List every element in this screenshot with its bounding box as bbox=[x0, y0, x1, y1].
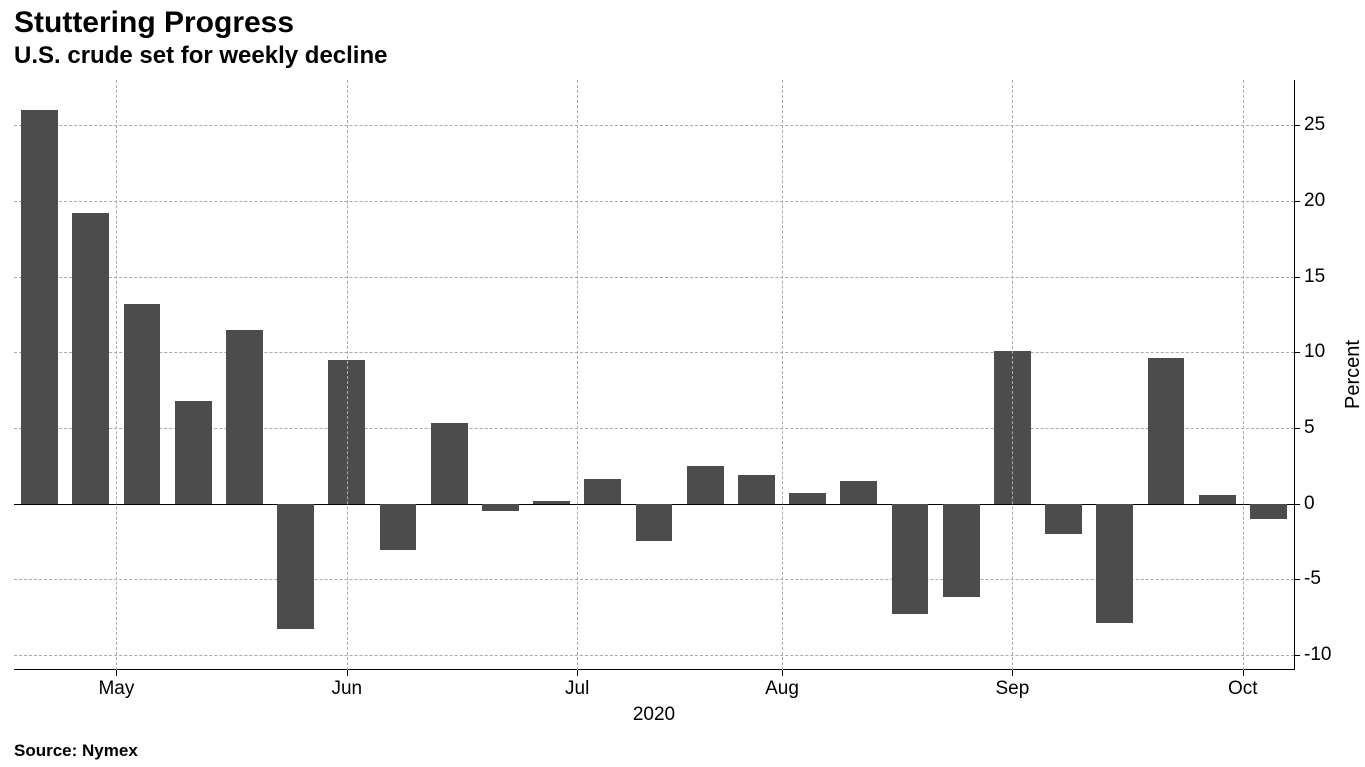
gridline-vertical bbox=[1243, 80, 1244, 670]
bar bbox=[738, 475, 775, 504]
bar bbox=[124, 304, 161, 504]
x-tick-mark bbox=[782, 670, 783, 676]
gridline-horizontal bbox=[14, 655, 1294, 656]
x-tick-label: Jul bbox=[565, 678, 589, 700]
x-tick-label: Aug bbox=[765, 678, 799, 700]
x-tick-label: Oct bbox=[1228, 678, 1258, 700]
bar bbox=[482, 504, 519, 512]
source-label: Source: Nymex bbox=[14, 741, 138, 761]
chart-subtitle: U.S. crude set for weekly decline bbox=[14, 42, 387, 70]
gridline-vertical bbox=[782, 80, 783, 670]
gridline-vertical bbox=[347, 80, 348, 670]
bar bbox=[1045, 504, 1082, 534]
x-tick-label: May bbox=[98, 678, 134, 700]
x-tick-label: Sep bbox=[995, 678, 1029, 700]
plot-area bbox=[14, 80, 1294, 670]
x-tick-mark bbox=[1243, 670, 1244, 676]
bar bbox=[636, 504, 673, 542]
gridline-vertical bbox=[577, 80, 578, 670]
y-tick-mark bbox=[1294, 277, 1300, 278]
bar bbox=[431, 423, 468, 503]
bar bbox=[1096, 504, 1133, 624]
x-tick-label: Jun bbox=[331, 678, 362, 700]
y-tick-label: -5 bbox=[1304, 568, 1321, 590]
y-tick-label: -10 bbox=[1304, 644, 1331, 666]
bar bbox=[943, 504, 980, 598]
chart-container: Stuttering Progress U.S. crude set for w… bbox=[0, 0, 1365, 767]
y-tick-mark bbox=[1294, 125, 1300, 126]
x-tick-mark bbox=[1012, 670, 1013, 676]
y-axis-line bbox=[1294, 80, 1295, 670]
x-tick-mark bbox=[116, 670, 117, 676]
y-tick-label: 15 bbox=[1304, 266, 1325, 288]
y-tick-mark bbox=[1294, 655, 1300, 656]
bar bbox=[175, 401, 212, 504]
y-tick-mark bbox=[1294, 579, 1300, 580]
y-tick-label: 5 bbox=[1304, 417, 1315, 439]
bar bbox=[789, 493, 826, 504]
bar bbox=[687, 466, 724, 504]
y-axis-label: Percent bbox=[1342, 340, 1365, 409]
gridline-horizontal bbox=[14, 352, 1294, 353]
bar bbox=[533, 501, 570, 504]
y-tick-label: 0 bbox=[1304, 493, 1315, 515]
chart-title: Stuttering Progress bbox=[14, 6, 294, 40]
gridline-horizontal bbox=[14, 125, 1294, 126]
bar bbox=[72, 213, 109, 503]
gridline-vertical bbox=[116, 80, 117, 670]
bar bbox=[380, 504, 417, 551]
y-tick-label: 20 bbox=[1304, 190, 1325, 212]
bar bbox=[277, 504, 314, 630]
x-tick-mark bbox=[577, 670, 578, 676]
y-tick-mark bbox=[1294, 201, 1300, 202]
bar bbox=[1250, 504, 1287, 519]
gridline-horizontal bbox=[14, 277, 1294, 278]
y-tick-mark bbox=[1294, 352, 1300, 353]
bar bbox=[226, 330, 263, 504]
y-tick-label: 10 bbox=[1304, 341, 1325, 363]
x-tick-mark bbox=[347, 670, 348, 676]
x-axis-year: 2020 bbox=[633, 704, 675, 726]
bar bbox=[892, 504, 929, 614]
y-tick-mark bbox=[1294, 428, 1300, 429]
y-tick-label: 25 bbox=[1304, 114, 1325, 136]
bar bbox=[584, 479, 621, 503]
bar bbox=[21, 110, 58, 503]
gridline-horizontal bbox=[14, 201, 1294, 202]
y-tick-mark bbox=[1294, 504, 1300, 505]
bar bbox=[840, 481, 877, 504]
plot-bottom-border bbox=[14, 669, 1294, 670]
bar bbox=[1199, 495, 1236, 504]
gridline-vertical bbox=[1012, 80, 1013, 670]
bar bbox=[1148, 358, 1185, 503]
